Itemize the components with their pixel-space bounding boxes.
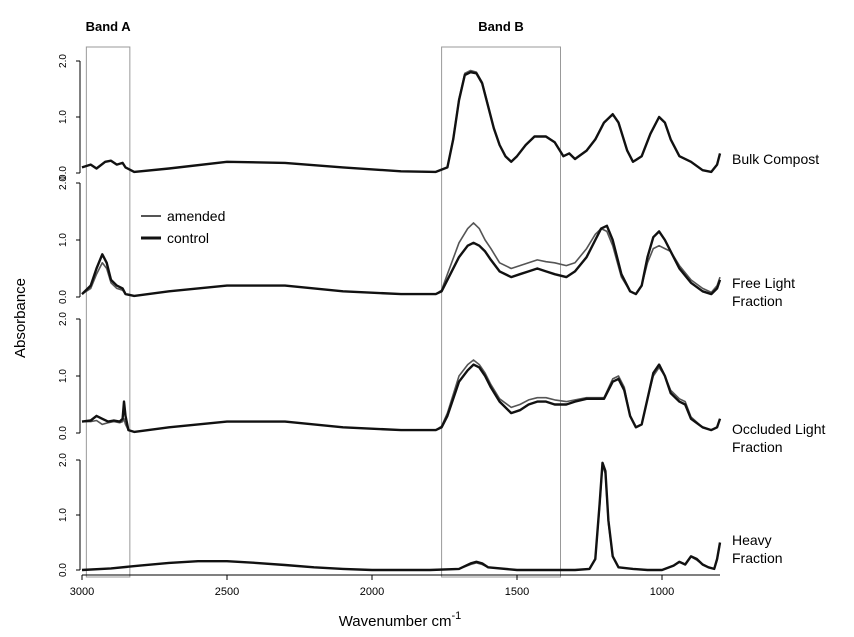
panel-label: Bulk Compost: [732, 151, 819, 167]
x-axis-title-superscript: -1: [452, 610, 462, 622]
x-axis-title: Wavenumber cm-1: [339, 610, 462, 630]
panel-label-line: Occluded Light: [732, 421, 826, 437]
band-rectangles: Band A Band B: [85, 19, 562, 578]
panel-label: Heavy Fraction: [732, 532, 783, 566]
panel-label-line: Fraction: [732, 293, 783, 309]
series-line-control: [81, 363, 722, 434]
y-tick-label: 2.0: [58, 312, 69, 326]
panel-label-line: Fraction: [732, 550, 783, 566]
x-tick-label: 1500: [505, 586, 529, 598]
x-tick-label: 3000: [70, 586, 94, 598]
series-line-amended: [81, 464, 721, 571]
y-tick-label: 0.0: [58, 290, 69, 304]
x-tick-label: 2000: [360, 586, 384, 598]
y-tick-label: 1.0: [58, 110, 69, 124]
panel-label-line: Free Light: [732, 275, 795, 291]
y-axis-title: Absorbance: [12, 278, 29, 358]
x-axis: 3000 2500 2000 1500 1000: [70, 574, 720, 598]
panel-label-line: Bulk Compost: [732, 151, 819, 167]
band-label-b: Band B: [478, 19, 524, 34]
y-tick-label: 1.0: [58, 508, 69, 522]
series-line-amended: [82, 359, 721, 433]
legend-label-amended: amended: [167, 208, 225, 224]
series-line-control: [81, 71, 722, 174]
series-line-control: [81, 461, 722, 572]
y-tick-label: 2.0: [58, 54, 69, 68]
y-tick-label: 1.0: [58, 233, 69, 247]
panels: 0.0 1.0 2.0 Bulk Compost 0.0 1.0 2.0 Free Light…: [58, 54, 826, 577]
panel-label: Occluded Light Fraction: [732, 421, 826, 455]
legend-label-control: control: [167, 230, 209, 246]
panel-1: 0.0 1.0 2.0 Bulk Compost: [58, 54, 819, 180]
band-rect-b: [441, 46, 562, 578]
series-line-control: [81, 224, 722, 298]
y-tick-label: 1.0: [58, 369, 69, 383]
x-tick-label: 2500: [215, 586, 239, 598]
panel-3: 0.0 1.0 2.0 Occluded Light Fraction: [58, 312, 826, 455]
y-tick-label: 2.0: [58, 453, 69, 467]
band-rect-a: [85, 46, 131, 578]
band-label-a: Band A: [86, 19, 132, 34]
x-tick-label: 1000: [650, 586, 674, 598]
legend: amended control: [141, 208, 225, 246]
y-tick-label: 0.0: [58, 426, 69, 440]
y-tick-label: 0.0: [58, 166, 69, 180]
series-line-amended: [81, 69, 721, 173]
panel-2: 0.0 1.0 2.0 Free Light Fraction: [58, 176, 795, 309]
panel-label-line: Heavy: [732, 532, 772, 548]
panel-4: 0.0 1.0 2.0 Heavy Fraction: [58, 453, 783, 577]
y-tick-label: 0.0: [58, 563, 69, 577]
y-tick-label: 2.0: [58, 176, 69, 190]
panel-label: Free Light Fraction: [732, 275, 795, 309]
panel-label-line: Fraction: [732, 439, 783, 455]
